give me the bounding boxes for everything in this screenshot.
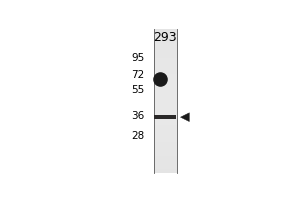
Bar <box>154 87 177 89</box>
Bar <box>154 171 177 173</box>
Bar <box>154 106 177 108</box>
Bar <box>154 128 177 130</box>
Bar <box>154 103 177 106</box>
Bar <box>154 99 177 101</box>
Bar <box>154 101 177 103</box>
Bar <box>154 111 177 113</box>
Bar <box>154 60 177 62</box>
Bar <box>154 164 177 166</box>
Bar <box>154 152 177 154</box>
Bar <box>154 84 177 87</box>
Bar <box>154 94 177 96</box>
Bar <box>154 115 176 119</box>
Bar <box>154 31 177 33</box>
Text: 293: 293 <box>154 31 177 44</box>
Bar <box>154 108 177 111</box>
Bar <box>154 65 177 67</box>
Bar <box>154 137 177 140</box>
Bar <box>154 154 177 156</box>
Bar <box>154 120 177 123</box>
Bar <box>154 72 177 74</box>
Bar <box>154 70 177 72</box>
Bar <box>154 77 177 79</box>
Bar <box>154 46 177 48</box>
Bar <box>154 149 177 152</box>
Bar <box>154 55 177 58</box>
Text: 28: 28 <box>131 131 145 141</box>
Text: 55: 55 <box>131 85 145 95</box>
Bar <box>154 43 177 46</box>
Bar <box>154 166 177 169</box>
Bar <box>154 118 177 120</box>
Bar <box>154 53 177 55</box>
Bar <box>154 135 177 137</box>
Bar <box>154 125 177 128</box>
Bar <box>154 130 177 132</box>
Bar <box>154 58 177 60</box>
Bar <box>154 89 177 91</box>
Bar <box>154 140 177 142</box>
Bar <box>154 33 177 36</box>
Bar <box>154 115 177 118</box>
Bar <box>154 169 177 171</box>
Bar <box>154 38 177 41</box>
Text: 95: 95 <box>131 53 145 63</box>
Bar <box>154 48 177 50</box>
Bar <box>154 132 177 135</box>
Bar <box>154 91 177 94</box>
Polygon shape <box>181 113 189 122</box>
Bar <box>154 50 177 53</box>
Bar <box>154 113 177 115</box>
Bar <box>154 144 177 147</box>
Text: 36: 36 <box>131 111 145 121</box>
Bar <box>154 156 177 159</box>
Bar <box>154 147 177 149</box>
Bar <box>154 142 177 144</box>
Bar <box>154 74 177 77</box>
Bar <box>154 123 177 125</box>
Bar <box>154 62 177 65</box>
Bar <box>154 82 177 84</box>
Point <box>157 77 162 80</box>
Bar <box>154 29 177 31</box>
Bar <box>154 96 177 99</box>
Bar <box>154 41 177 43</box>
Bar <box>154 36 177 38</box>
Bar <box>154 159 177 161</box>
Bar <box>154 161 177 164</box>
Bar <box>154 79 177 82</box>
Text: 72: 72 <box>131 70 145 80</box>
Bar <box>154 67 177 70</box>
